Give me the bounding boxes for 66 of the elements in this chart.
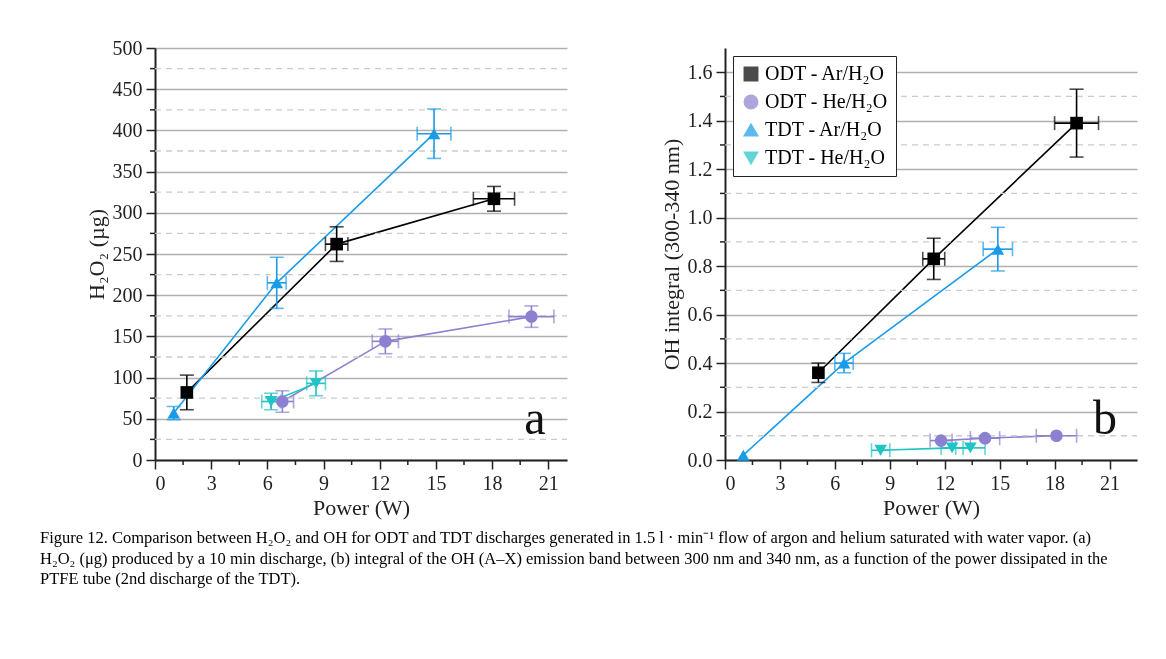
y-tick-label: 0.8 xyxy=(687,254,713,277)
x-tick-label: 6 xyxy=(262,471,273,494)
legend-label: ODT - He/H₂O xyxy=(765,90,888,112)
y-tick-label: 0.6 xyxy=(687,303,713,326)
y-tick-label: 150 xyxy=(112,324,143,347)
point xyxy=(978,431,992,445)
point xyxy=(427,128,441,140)
annotation: a xyxy=(524,391,546,444)
x-tick-label: 21 xyxy=(538,471,559,494)
y-tick-label: 1.4 xyxy=(687,109,713,132)
y-tick-label: 1.0 xyxy=(687,206,713,229)
y-tick-label: 300 xyxy=(112,201,143,224)
x-tick-label: 9 xyxy=(319,471,330,494)
y-tick-label: 0.0 xyxy=(687,448,713,471)
point xyxy=(736,449,750,461)
x-axis-title: Power (W) xyxy=(312,494,411,520)
y-tick-label: 500 xyxy=(112,36,143,59)
y-tick-label: 100 xyxy=(112,366,143,389)
y-tick-label: 0.4 xyxy=(687,351,713,374)
point xyxy=(991,243,1005,255)
y-tick-label: 0 xyxy=(132,448,143,471)
point xyxy=(1070,116,1083,130)
point xyxy=(270,277,284,289)
y-tick-label: 1.2 xyxy=(687,157,713,180)
y-axis-title: H₂O₂ (µg) xyxy=(83,209,109,300)
point xyxy=(964,442,977,454)
x-tick-label: 3 xyxy=(775,471,786,494)
y-tick-label: 1.6 xyxy=(687,60,713,83)
point xyxy=(927,252,941,266)
point xyxy=(379,335,392,348)
x-tick-label: 18 xyxy=(1045,471,1066,494)
legend-label: ODT - Ar/H₂O xyxy=(765,62,884,84)
x-tick-label: 15 xyxy=(990,471,1011,494)
y-tick-label: 200 xyxy=(112,283,143,306)
annotation: b xyxy=(1093,391,1117,444)
x-tick-label: 0 xyxy=(155,471,166,494)
point xyxy=(180,386,194,399)
point xyxy=(487,192,501,206)
y-tick-label: 0.2 xyxy=(687,400,713,423)
x-tick-label: 12 xyxy=(370,471,391,494)
point xyxy=(330,237,343,251)
y-tick-label: 450 xyxy=(112,77,143,100)
x-tick-label: 12 xyxy=(935,471,956,494)
point xyxy=(874,444,887,456)
x-tick-label: 21 xyxy=(1100,471,1121,494)
x-tick-label: 6 xyxy=(830,471,841,494)
point xyxy=(525,310,538,323)
caption: Figure 12. Comparison between H₂O₂ and OH for ODT and TDT discharges generated in 1.5 l · min⁻¹ flow of argon and helium saturated with water vapor. (a) H₂O₂ (μg) produced by a 10 min discharge, (b) integral of the OH (A–X) emission band between 300 nm and 340 nm, as a function of the power dissipated in the PTFE tube (2nd discharge of the TDT). xyxy=(40,528,1109,590)
legend-label: TDT - He/H₂O xyxy=(765,146,885,168)
y-tick-label: 400 xyxy=(112,118,143,141)
point xyxy=(812,366,825,380)
x-tick-label: 3 xyxy=(206,471,217,494)
point xyxy=(945,442,959,454)
y-tick-label: 350 xyxy=(112,160,143,183)
point xyxy=(1050,429,1063,443)
y-axis-title: OH integral (300-340 nm) xyxy=(658,138,684,371)
x-tick-label: 0 xyxy=(725,471,736,494)
y-tick-label: 50 xyxy=(122,407,143,430)
x-tick-label: 18 xyxy=(482,471,503,494)
point xyxy=(934,434,948,447)
point xyxy=(276,395,289,408)
x-tick-label: 15 xyxy=(426,471,447,494)
y-tick-label: 250 xyxy=(112,242,143,265)
x-axis-title: Power (W) xyxy=(882,494,981,520)
x-tick-label: 9 xyxy=(885,471,896,494)
legend-label: TDT - Ar/H₂O xyxy=(765,118,882,140)
